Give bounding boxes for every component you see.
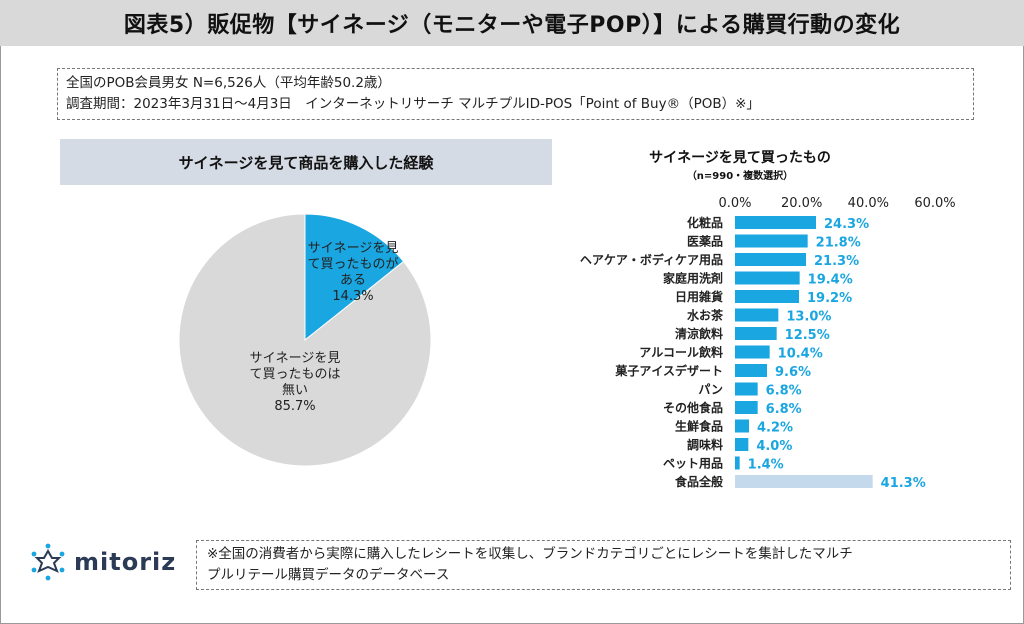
page-title: 図表5）販促物【サイネージ（モニターや電子POP）】による購買行動の変化 bbox=[123, 13, 901, 38]
footnote-line2: プルリテール購買データのデータベース bbox=[207, 567, 450, 583]
pie-label-yes: サイネージを見 て買ったものが ある 14.3% bbox=[298, 241, 408, 305]
survey-info-box: 全国のPOB会員男女 N=6,526人（平均年齢50.2歳） 調査期間：2023… bbox=[57, 68, 974, 120]
pie-label-no-line2: て買ったものは bbox=[249, 367, 341, 382]
bar-chart-subtitle: （n=990・複数選択） bbox=[686, 171, 794, 182]
logo-text: mitoriz bbox=[74, 548, 177, 576]
footnote-box: ※全国の消費者から実際に購入したレシートを収集し、ブランドカテゴリごとにレシート… bbox=[196, 540, 1011, 590]
title-bar: 図表5）販促物【サイネージ（モニターや電子POP）】による購買行動の変化 bbox=[0, 0, 1024, 46]
mitoriz-logo: mitoriz bbox=[28, 542, 176, 582]
pie-chart-title: サイネージを見て商品を購入した経験 bbox=[60, 139, 552, 185]
bar-chart-title: サイネージを見て買ったもの bbox=[649, 150, 831, 166]
pie-slice-1 bbox=[178, 213, 432, 467]
survey-sample-text: 全国のPOB会員男女 N=6,526人（平均年齢50.2歳） bbox=[66, 75, 391, 91]
pie-label-yes-line2: て買ったものが bbox=[307, 257, 399, 272]
logo-icon bbox=[31, 543, 65, 581]
pie-label-no-line1: サイネージを見 bbox=[249, 351, 341, 366]
survey-period-text: 調査期間：2023年3月31日～4月3日 インターネットリサーチ マルチプルID… bbox=[66, 96, 760, 112]
pie-label-no: サイネージを見 て買ったものは 無い 85.7% bbox=[240, 351, 350, 415]
pie-label-yes-line1: サイネージを見 bbox=[307, 241, 399, 256]
pie-label-no-line3: 無い bbox=[281, 383, 308, 398]
pie-value-yes: 14.3% bbox=[332, 289, 374, 304]
pie-label-yes-line3: ある bbox=[339, 273, 366, 288]
pie-value-no: 85.7% bbox=[274, 399, 316, 414]
pie-chart bbox=[178, 213, 432, 467]
pie-slice-0 bbox=[304, 213, 405, 342]
footnote-line1: ※全国の消費者から実際に購入したレシートを収集し、ブランドカテゴリごとにレシート… bbox=[207, 546, 853, 562]
